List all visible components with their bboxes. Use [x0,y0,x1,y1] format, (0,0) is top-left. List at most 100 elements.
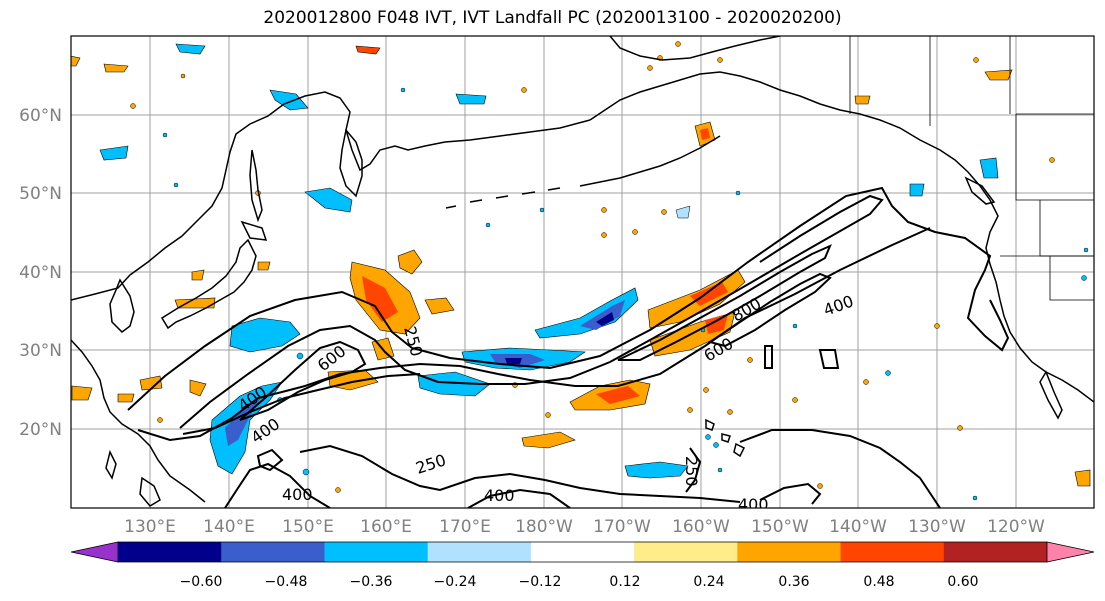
contour-label: 250 [682,456,701,487]
contour-250 [299,444,741,503]
political-borders [849,36,1094,301]
negative-anomaly-area [417,371,491,397]
positive-anomaly-area [1074,469,1091,487]
lon-label: 140°E [203,517,255,537]
lon-label: 160°W [672,517,730,537]
contour-400 [467,488,571,508]
positive-anomaly-area [362,276,398,322]
colorbar-segment [943,542,1048,562]
colorbar-outline [118,541,1047,563]
negative-anomaly-area [304,187,353,213]
negative-anomaly-area [269,89,309,111]
map-frame [70,35,1095,509]
positive-anomaly-area [103,63,129,73]
negative-anomaly-area [580,300,625,330]
positive-anomaly-area [700,128,710,140]
lon-label: 130°W [908,517,966,537]
positive-anomaly-area [705,314,728,334]
lon-label: 160°E [360,517,412,537]
contour-400 [224,462,331,508]
positive-anomaly-area [355,45,381,55]
colorbar-tick-label: 0.24 [693,574,724,590]
colorbar-segment [840,542,945,562]
contour-250 [685,447,702,493]
contour-800 [707,272,832,348]
ivt-anomaly-fills [71,41,1091,501]
contour-600 [617,244,832,361]
lon-label: 140°W [829,517,887,537]
positive-anomaly-area [690,282,728,306]
negative-anomaly-area [909,183,925,197]
colorbar-tick-label: −0.24 [434,574,477,590]
negative-anomaly-area [505,358,522,364]
positive-anomaly-area [984,69,1013,81]
colorbar-segment [530,542,635,562]
colorbar-segment [737,542,842,562]
lat-label: 40°N [19,263,62,283]
positive-anomaly-area [189,379,207,397]
colorbar-tick-label: −0.36 [350,574,393,590]
colorbar-segment [634,542,738,562]
contour-400 [182,373,421,435]
lat-label: 20°N [19,420,62,440]
lat-label: 50°N [19,184,62,204]
positive-anomaly-area [854,95,871,105]
positive-anomaly-area [139,375,163,391]
colorbar-tick-label: 0.48 [863,574,894,590]
contour-600 [239,340,367,421]
colorbar-tick-label: 0.36 [778,574,809,590]
positive-anomaly-area [71,385,93,401]
contour-label: 400 [738,495,769,514]
contour-250 [127,186,1010,411]
map-title: 2020012800 F048 IVT, IVT Landfall PC (20… [263,8,842,28]
colorbar-segment [427,542,532,562]
ivt-contours [127,186,1010,508]
contour-250 [764,345,773,369]
contour-400 [759,482,822,505]
positive-anomaly-area [257,261,271,271]
lat-label: 30°N [19,341,62,361]
positive-anomaly-area [174,297,216,309]
colorbar-segment [221,542,325,562]
contour-label: 400 [282,485,313,504]
positive-anomaly-area [424,297,455,315]
positive-anomaly-area [191,269,205,281]
lon-label: 130°E [124,517,176,537]
lat-label: 60°N [19,106,62,126]
colorbar-tick-label: 0.60 [947,574,978,590]
negative-anomaly-area [229,317,301,353]
negative-anomaly-area [596,312,614,326]
contour-250 [739,429,941,508]
negative-anomaly-area [624,461,689,479]
positive-anomaly-area [71,55,81,67]
contour-250 [137,227,931,442]
colorbar-tick-label: −0.12 [519,574,562,590]
lon-label: 150°E [282,517,334,537]
negative-anomaly-area [455,93,487,105]
colorbar-extend-min [70,541,119,563]
contour-400 [179,194,884,429]
lon-label: 170°W [593,517,651,537]
negative-anomaly-area [675,205,691,219]
colorbar [70,541,1095,563]
colorbar-tick-label: −0.48 [265,574,308,590]
colorbar-segment [324,542,429,562]
longitude-labels: 130°E 140°E 150°E 160°E 170°E 180°W 170°… [124,517,1045,537]
positive-anomaly-area [397,249,423,275]
colorbar-labels: −0.60 −0.48 −0.36 −0.24 −0.12 0.12 0.24 … [180,574,979,590]
colorbar-segment [118,542,222,562]
contour-250 [256,448,284,472]
positive-anomaly-area [596,386,640,404]
lon-label: 180°W [515,517,573,537]
lon-label: 150°W [751,517,809,537]
coastlines [71,36,1094,507]
negative-anomaly-area [209,381,283,475]
lon-label: 170°E [439,517,491,537]
colorbar-extend-max [1046,541,1095,563]
contour-label: 400 [484,486,515,505]
negative-anomaly-area [175,43,206,55]
latitude-labels: 60°N 50°N 40°N 30°N 20°N [19,106,62,440]
contour-250 [818,349,840,369]
lon-label: 120°W [987,517,1045,537]
